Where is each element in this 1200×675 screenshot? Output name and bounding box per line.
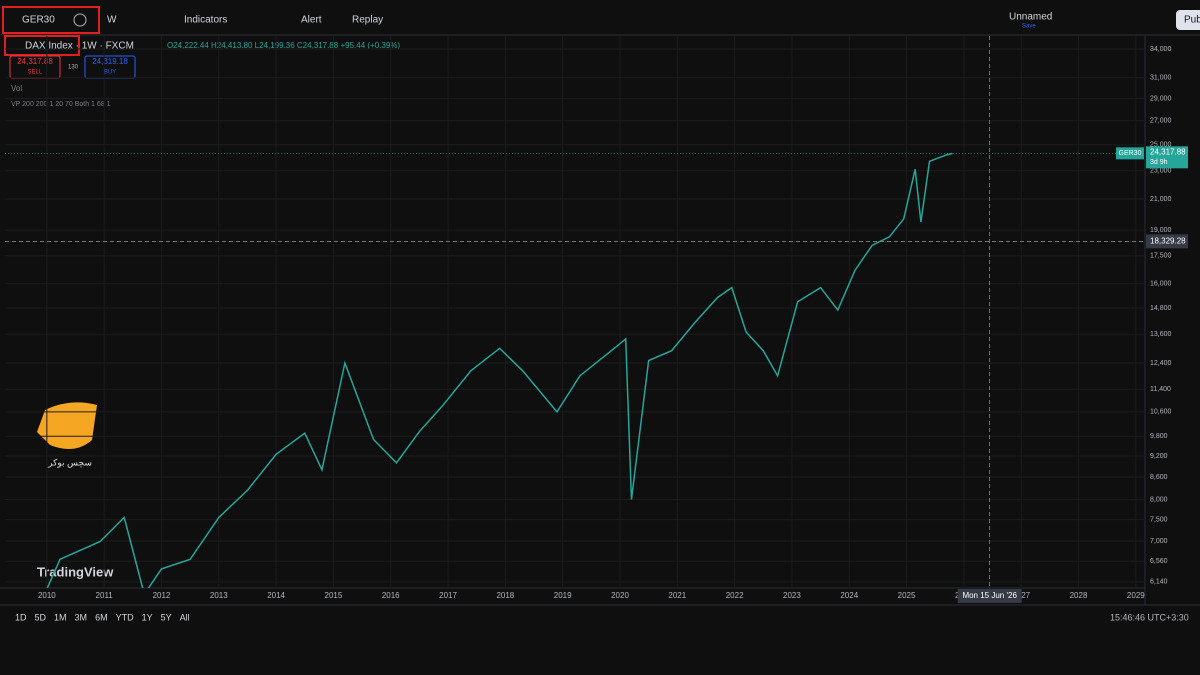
range-button[interactable]: All xyxy=(180,612,190,622)
x-tick-label: 2029 xyxy=(1127,591,1145,600)
symbol-tag xyxy=(1116,147,1144,160)
x-tick-label: 2020 xyxy=(611,591,629,600)
broker-name: سچس بوکر xyxy=(47,457,92,468)
range-button[interactable]: 1D xyxy=(15,612,27,622)
price-line xyxy=(46,152,953,588)
x-tick-label: 2025 xyxy=(898,591,916,600)
brand-watermark: TradingView xyxy=(37,564,114,579)
x-tick-label: 2015 xyxy=(325,591,343,600)
x-tick-label: 2024 xyxy=(840,591,858,600)
highlight-box xyxy=(2,6,100,34)
x-tick-label: 2017 xyxy=(439,591,457,600)
buy-price[interactable]: 24,319.18 xyxy=(92,57,128,66)
x-tick-label: 2014 xyxy=(267,591,285,600)
range-button[interactable]: 1Y xyxy=(142,612,153,622)
x-tick-label: 2018 xyxy=(496,591,514,600)
buy-label[interactable]: BUY xyxy=(104,70,116,76)
y-tick-label: 7,000 xyxy=(1150,538,1168,545)
y-tick-label: 27,000 xyxy=(1150,118,1172,125)
vp-indicator: VP 200 200 1 20 70 Both 1 68 1 xyxy=(11,101,111,108)
y-tick-label: 34,000 xyxy=(1150,46,1172,53)
publish-label[interactable]: Pub xyxy=(1184,15,1200,26)
legend-title: DAX Index · 1W · FXCM xyxy=(25,41,134,52)
y-tick-label: 8,000 xyxy=(1150,496,1168,503)
range-button[interactable]: 3M xyxy=(75,612,88,622)
y-tick-label: 9,800 xyxy=(1150,433,1168,440)
range-button[interactable]: 5D xyxy=(35,612,47,622)
layout-name[interactable]: Unnamed xyxy=(1009,12,1052,23)
y-tick-label: 10,600 xyxy=(1150,409,1172,416)
countdown: 3d 9h xyxy=(1150,159,1168,166)
y-tick-label: 8,600 xyxy=(1150,474,1168,481)
x-tick-label: 2016 xyxy=(382,591,400,600)
highlight-box xyxy=(4,35,80,56)
range-button[interactable]: 1M xyxy=(54,612,67,622)
crosshair-price-tag xyxy=(1146,234,1188,249)
publish-button[interactable] xyxy=(1176,10,1200,30)
x-tick-label: 2023 xyxy=(783,591,801,600)
y-tick-label: 25,000 xyxy=(1150,142,1172,149)
price-tag xyxy=(1146,146,1188,169)
symbol-search[interactable]: GER30 xyxy=(22,15,55,26)
x-tick-label: 2028 xyxy=(1070,591,1088,600)
broker-logo xyxy=(37,402,97,449)
range-button[interactable]: 6M xyxy=(95,612,108,622)
y-tick-label: 14,800 xyxy=(1150,305,1172,312)
legend-ohlc: O24,222.44 H24,413.80 L24,199.36 C24,317… xyxy=(167,41,400,50)
x-tick-label: 2011 xyxy=(96,591,114,600)
crosshair-date: Mon 15 Jun '26 xyxy=(962,591,1017,600)
replay-button[interactable]: Replay xyxy=(352,15,383,26)
y-tick-label: 16,000 xyxy=(1150,281,1172,288)
x-tick-label: 2012 xyxy=(153,591,171,600)
y-tick-label: 7,500 xyxy=(1150,516,1168,523)
sell-price[interactable]: 24,317.88 xyxy=(17,57,53,66)
range-button[interactable]: YTD xyxy=(116,612,135,622)
y-tick-label: 11,400 xyxy=(1150,386,1171,393)
x-tick-label: 2013 xyxy=(210,591,228,600)
crosshair-date-tag xyxy=(957,589,1022,603)
range-button[interactable]: 5Y xyxy=(161,612,172,622)
crosshair-price: 18,329.28 xyxy=(1150,236,1186,245)
x-tick-label: 2019 xyxy=(554,591,572,600)
alert-button[interactable]: Alert xyxy=(301,15,322,26)
add-symbol[interactable] xyxy=(73,13,87,27)
symbol-tag-label: GER30 xyxy=(1119,150,1142,157)
y-tick-label: 31,000 xyxy=(1150,75,1172,82)
volume-indicator: Vol xyxy=(11,84,22,93)
y-tick-label: 17,500 xyxy=(1150,253,1172,260)
sell-label[interactable]: SELL xyxy=(28,70,43,76)
price-tag-label: 24,317.88 xyxy=(1150,147,1186,156)
y-tick-label: 21,000 xyxy=(1150,196,1172,203)
y-tick-label: 13,600 xyxy=(1150,331,1172,338)
y-tick-label: 23,000 xyxy=(1150,168,1172,175)
save-label[interactable]: Save xyxy=(1022,24,1036,30)
y-tick-label: 6,140 xyxy=(1150,579,1168,586)
x-tick-label: 2022 xyxy=(726,591,744,600)
interval[interactable]: W xyxy=(107,15,117,26)
x-tick-label: 2021 xyxy=(668,591,686,600)
clock: 15:46:46 UTC+3:30 xyxy=(1110,612,1189,622)
y-tick-label: 9,200 xyxy=(1150,453,1168,460)
y-tick-label: 29,000 xyxy=(1150,95,1172,102)
indicators-button[interactable]: Indicators xyxy=(184,15,227,26)
spread: 130 xyxy=(68,65,79,71)
y-tick-label: 12,400 xyxy=(1150,360,1172,367)
y-tick-label: 19,000 xyxy=(1150,227,1172,234)
x-tick-label: 2010 xyxy=(38,591,56,600)
y-tick-label: 6,560 xyxy=(1150,558,1168,565)
